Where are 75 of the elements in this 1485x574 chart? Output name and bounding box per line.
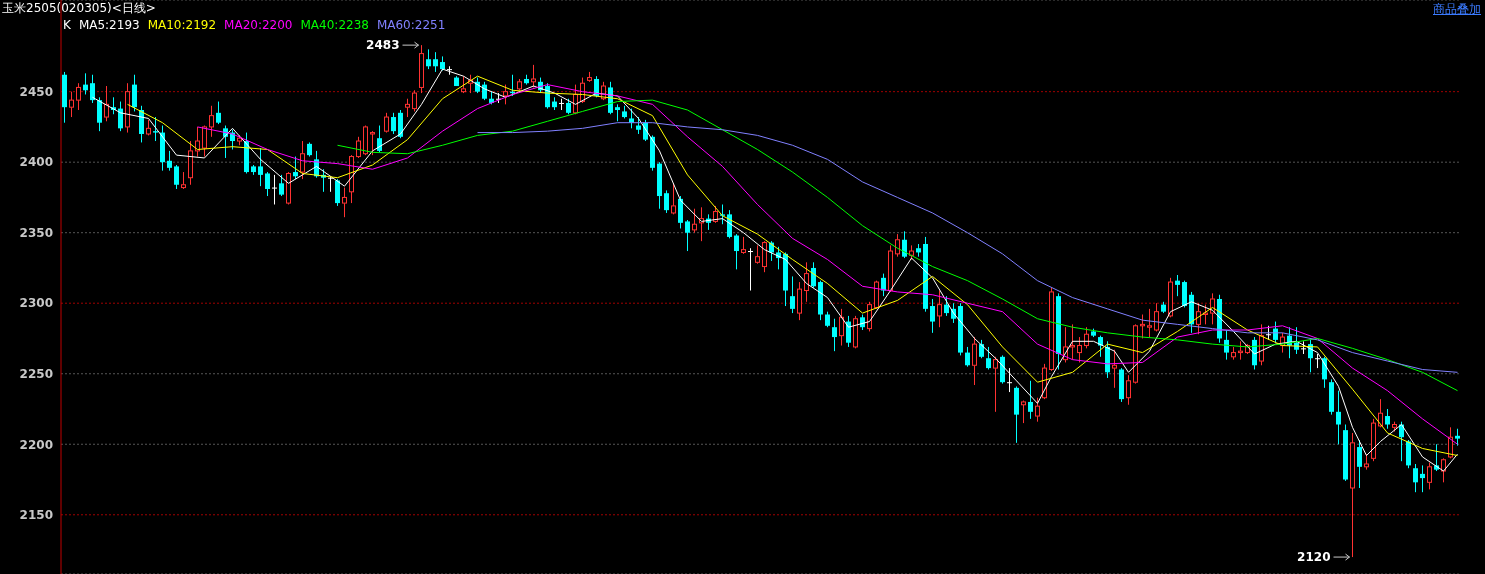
annotation: 商品叠加 xyxy=(1433,1,1481,18)
candlestick xyxy=(755,244,760,263)
candlestick xyxy=(153,116,158,142)
candlestick xyxy=(881,273,886,297)
candlestick xyxy=(944,295,949,317)
candlestick xyxy=(902,230,907,259)
candlestick xyxy=(1007,367,1012,393)
candlestick xyxy=(790,275,795,314)
candlestick xyxy=(1028,380,1033,420)
candlestick xyxy=(1315,353,1320,369)
candlestick xyxy=(664,189,669,214)
candlestick xyxy=(1175,274,1180,297)
candlestick xyxy=(1406,439,1411,469)
candlestick xyxy=(1238,340,1243,361)
candlestick xyxy=(965,346,970,368)
candlestick xyxy=(1133,325,1138,383)
candlestick xyxy=(1385,408,1390,430)
candlestick xyxy=(986,346,991,370)
text: MA20:2200 xyxy=(224,18,293,32)
candlestick xyxy=(748,247,753,292)
y-tick-label: 2450 xyxy=(19,84,53,99)
text: MA5:2193 xyxy=(78,18,140,32)
y-tick-label: 2200 xyxy=(19,437,53,452)
candlestick xyxy=(832,318,837,352)
text: MA10:2192 xyxy=(147,18,217,32)
candlestick xyxy=(1224,329,1229,361)
y-tick-label: 2300 xyxy=(19,296,53,311)
candlestick xyxy=(370,132,375,156)
candlestick xyxy=(433,51,438,73)
candlestick xyxy=(167,150,172,172)
candlestick xyxy=(1350,432,1355,558)
candlestick xyxy=(272,174,277,205)
y-tick-label: 2150 xyxy=(19,508,53,523)
candlestick xyxy=(132,74,137,112)
candlestick xyxy=(1420,464,1425,493)
chart-title: 玉米2505(020305)<日线> xyxy=(2,0,156,17)
text: MA40:2238 xyxy=(300,18,369,32)
candlestick xyxy=(391,112,396,135)
candlestick xyxy=(1336,390,1341,445)
candlestick xyxy=(678,195,683,229)
candlestick xyxy=(1413,463,1418,493)
candlestick xyxy=(258,147,263,187)
candlestick xyxy=(426,48,431,70)
annotation: 2483 xyxy=(366,38,400,53)
legend-title: K xyxy=(63,18,71,32)
candlestick xyxy=(279,174,284,197)
candlestick xyxy=(216,101,221,125)
y-tick-label: 2250 xyxy=(19,366,53,381)
candlestick xyxy=(90,74,95,104)
candlestick xyxy=(181,171,186,189)
text: MA60:2251 xyxy=(376,18,446,32)
candlestick xyxy=(559,98,564,111)
candlestick xyxy=(734,233,739,270)
candlestick xyxy=(174,164,179,190)
candlestick xyxy=(930,298,935,334)
candlestick xyxy=(342,187,347,218)
candlestick xyxy=(76,82,81,111)
candlestick xyxy=(293,156,298,180)
y-tick-label: 2400 xyxy=(19,155,53,170)
line-series xyxy=(337,99,1458,392)
line-series xyxy=(477,122,1458,373)
candlestick xyxy=(720,204,725,225)
candlestick xyxy=(97,96,102,132)
candlestick xyxy=(685,219,690,252)
candlestick xyxy=(741,236,746,253)
candlestick xyxy=(118,101,123,132)
candlestick xyxy=(1182,280,1187,308)
candlestick xyxy=(979,339,984,359)
annotation: 2120 xyxy=(1297,550,1331,565)
candlestick xyxy=(265,171,270,197)
candlestick xyxy=(846,315,851,348)
candlestick xyxy=(398,109,403,139)
candlestick xyxy=(335,178,340,207)
candlestick xyxy=(377,125,382,153)
y-tick-label: 2350 xyxy=(19,225,53,240)
